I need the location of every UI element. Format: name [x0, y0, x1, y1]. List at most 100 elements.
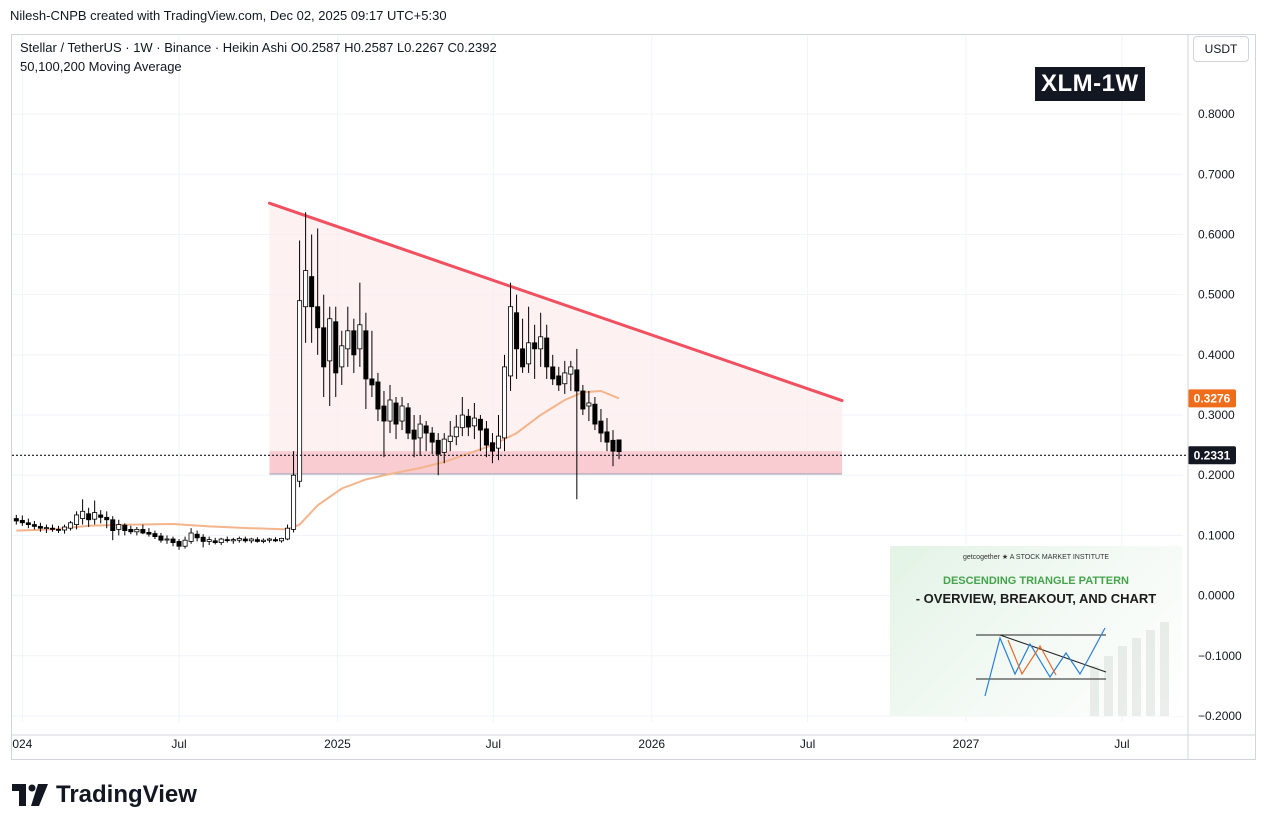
candle — [435, 433, 441, 476]
candle-body — [598, 420, 604, 434]
candle — [260, 538, 266, 544]
candle-body — [110, 519, 116, 531]
x-tick-label: Jul — [800, 737, 815, 751]
symbol-watermark: XLM-1W — [1035, 67, 1145, 101]
candle-body — [170, 538, 176, 544]
indicator-legend[interactable]: 50,100,200 Moving Average — [20, 59, 182, 74]
candle — [393, 396, 399, 440]
candle — [31, 520, 37, 530]
x-tick-label: 2027 — [953, 737, 980, 751]
pattern-drawings — [267, 201, 844, 475]
current-price-badge — [1188, 446, 1236, 465]
y-tick-label: 0.8000 — [1198, 107, 1235, 121]
candle — [580, 384, 586, 416]
candle-body — [417, 423, 423, 439]
candle — [465, 409, 471, 437]
candle — [339, 330, 345, 385]
candle — [574, 348, 580, 500]
candle — [116, 519, 122, 536]
candle-body — [586, 402, 592, 407]
symbol-legend[interactable]: Stellar / TetherUS · 1W · Binance · Heik… — [20, 40, 497, 55]
candle — [502, 354, 508, 452]
candle-body — [489, 442, 495, 452]
candle-body — [327, 318, 333, 362]
candle-body — [483, 428, 489, 446]
candle-body — [604, 431, 610, 443]
candle-body — [176, 541, 182, 547]
candle — [441, 433, 447, 464]
candle-body — [520, 348, 526, 368]
candle — [568, 360, 574, 391]
candle — [164, 535, 170, 544]
candle — [550, 354, 556, 385]
candle-body — [164, 538, 170, 541]
candle — [520, 318, 526, 373]
decorative-bars — [1090, 622, 1169, 716]
candle — [495, 415, 501, 461]
candle-body — [610, 439, 616, 452]
candle-body — [80, 510, 86, 519]
candle — [514, 294, 520, 379]
infographic-title: DESCENDING TRIANGLE PATTERN — [943, 575, 1129, 587]
candle-body — [502, 366, 508, 439]
candle-body — [616, 439, 622, 453]
candle-body — [279, 538, 285, 542]
candle — [309, 234, 315, 343]
support-zone — [269, 451, 843, 475]
candle — [140, 524, 146, 535]
candle — [616, 439, 622, 460]
candle-body — [447, 435, 453, 442]
ma-price-label: 0.3276 — [1194, 391, 1231, 405]
currency-button[interactable]: USDT — [1193, 36, 1249, 62]
infographic-art — [976, 622, 1169, 716]
candle-body — [272, 539, 278, 542]
candle-body — [55, 528, 61, 531]
candle — [248, 537, 254, 544]
candle — [110, 516, 116, 541]
candle — [357, 282, 363, 367]
candle — [387, 384, 393, 434]
candle — [25, 518, 31, 529]
y-tick-label: 0.0000 — [1198, 589, 1235, 603]
candle — [604, 418, 610, 452]
tradingview-logo[interactable]: TradingView — [12, 781, 197, 809]
candle-body — [31, 524, 37, 527]
candle — [224, 536, 230, 543]
candle — [62, 524, 68, 534]
candle-body — [411, 429, 417, 440]
candle — [146, 528, 152, 537]
candle — [586, 390, 592, 422]
candle-body — [580, 390, 586, 410]
candle-body — [43, 527, 49, 529]
candle — [92, 500, 98, 525]
candle — [544, 324, 550, 379]
candle-body — [230, 539, 236, 542]
candle — [592, 396, 598, 431]
x-tick-label: Jul — [1114, 737, 1129, 751]
candle-body — [399, 405, 405, 422]
candle — [327, 306, 333, 407]
candle — [526, 306, 532, 373]
candle-body — [49, 527, 55, 530]
candle-body — [25, 522, 31, 525]
candle — [405, 403, 411, 440]
candle — [194, 530, 200, 542]
candle-body — [465, 415, 471, 428]
candle — [453, 415, 459, 446]
candle-body — [562, 372, 568, 385]
candle-body — [134, 528, 140, 533]
candle-body — [363, 330, 369, 380]
infographic-brand: getcogether ★ A STOCK MARKET INSTITUTE — [962, 554, 1110, 561]
candle-body — [92, 512, 98, 520]
candle — [279, 537, 285, 543]
candle-body — [152, 533, 158, 538]
candle-body — [351, 330, 357, 356]
candle — [345, 306, 351, 367]
candle-body — [68, 522, 74, 529]
moving-average-line — [16, 389, 620, 532]
candle-body — [297, 300, 303, 482]
candle-body — [568, 366, 574, 375]
x-tick-label: 2025 — [324, 737, 351, 751]
candle-body — [224, 539, 230, 542]
